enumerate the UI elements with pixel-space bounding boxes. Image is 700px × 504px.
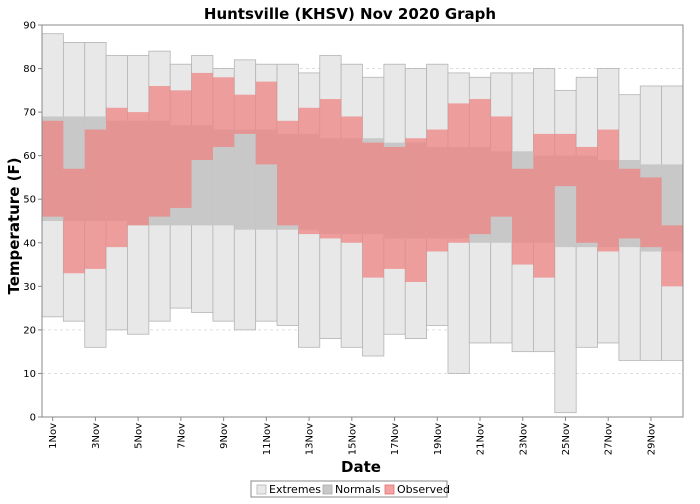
- observed-bar: [234, 94, 256, 134]
- observed-bar: [469, 99, 491, 235]
- legend-label-extremes: Extremes: [269, 483, 321, 496]
- y-tick-label: 60: [23, 151, 36, 162]
- observed-bar: [255, 81, 278, 165]
- legend: Extremes Normals Observed: [250, 480, 450, 498]
- observed-bar: [148, 85, 171, 217]
- x-tick-label: 25Nov: [561, 423, 572, 455]
- chart-title: Huntsville (KHSV) Nov 2020 Graph: [204, 5, 496, 23]
- bars: [41, 33, 684, 414]
- x-tick-label: 27Nov: [604, 423, 615, 455]
- x-tick-label: 21Nov: [476, 423, 487, 455]
- legend-label-normals: Normals: [335, 483, 381, 496]
- observed-bar: [106, 107, 128, 248]
- observed-bar: [341, 116, 363, 243]
- observed-bar: [512, 168, 534, 265]
- y-axis-label: Temperature (F): [5, 157, 23, 294]
- observed-bar: [447, 103, 470, 243]
- x-tick-label: 7Nov: [176, 423, 187, 449]
- observed-bar: [576, 146, 598, 243]
- legend-swatch-extremes: [256, 484, 267, 495]
- observed-bar: [191, 72, 213, 161]
- legend-box: [250, 480, 448, 498]
- observed-bar: [490, 116, 513, 217]
- observed-bar: [661, 225, 683, 287]
- series-observed: [42, 72, 683, 287]
- x-axis-label: Date: [341, 458, 381, 476]
- observed-bar: [597, 129, 619, 252]
- x-tick-label: 3Nov: [91, 423, 102, 449]
- observed-bar: [405, 138, 427, 282]
- y-tick-label: 20: [23, 325, 36, 336]
- x-tick-label: 1Nov: [48, 423, 59, 449]
- y-tick-label: 50: [23, 195, 36, 206]
- legend-swatch-observed: [384, 484, 395, 495]
- x-tick-label: 15Nov: [347, 423, 358, 455]
- legend-label-observed: Observed: [397, 483, 450, 496]
- observed-bar: [170, 90, 192, 208]
- y-tick-label: 40: [23, 238, 36, 249]
- y-tick-label: 90: [23, 21, 36, 32]
- observed-bar: [63, 168, 85, 274]
- observed-bar: [84, 129, 107, 269]
- y-tick-label: 70: [23, 108, 36, 119]
- observed-bar: [277, 120, 299, 226]
- observed-bar: [319, 99, 342, 239]
- observed-bar: [618, 168, 641, 239]
- observed-bar: [362, 142, 384, 278]
- observed-bar: [426, 129, 448, 252]
- observed-bar: [533, 133, 555, 278]
- legend-swatch-normals: [322, 484, 333, 495]
- plot-border: [41, 24, 684, 418]
- observed-bar: [298, 107, 320, 235]
- observed-bar: [383, 146, 406, 269]
- observed-bar: [127, 112, 149, 226]
- observed-bar: [212, 77, 235, 147]
- observed-bar: [554, 133, 577, 187]
- x-tick-label: 23Nov: [518, 423, 529, 455]
- x-tick-label: 11Nov: [262, 423, 273, 455]
- y-tick-label: 10: [23, 369, 36, 380]
- x-tick-label: 29Nov: [646, 423, 657, 455]
- normals-bar: [234, 129, 256, 230]
- x-tick-label: 13Nov: [305, 423, 316, 455]
- observed-bar: [640, 177, 662, 248]
- x-axis-ticks: 1Nov 3Nov 5Nov 7Nov 9Nov 11Nov 13Nov 15Nov 17Nov…: [48, 417, 657, 455]
- y-tick-label: 0: [30, 413, 36, 424]
- observed-bar: [42, 120, 64, 217]
- x-tick-label: 17Nov: [390, 423, 401, 455]
- y-axis-ticks: 0 10 20 30 40 50 60 70 80 90: [23, 21, 42, 424]
- y-tick-label: 30: [23, 282, 36, 293]
- x-tick-label: 5Nov: [134, 423, 145, 449]
- normals-bar: [212, 129, 235, 226]
- x-tick-label: 19Nov: [433, 423, 444, 455]
- y-tick-label: 80: [23, 64, 36, 75]
- x-tick-label: 9Nov: [219, 423, 230, 449]
